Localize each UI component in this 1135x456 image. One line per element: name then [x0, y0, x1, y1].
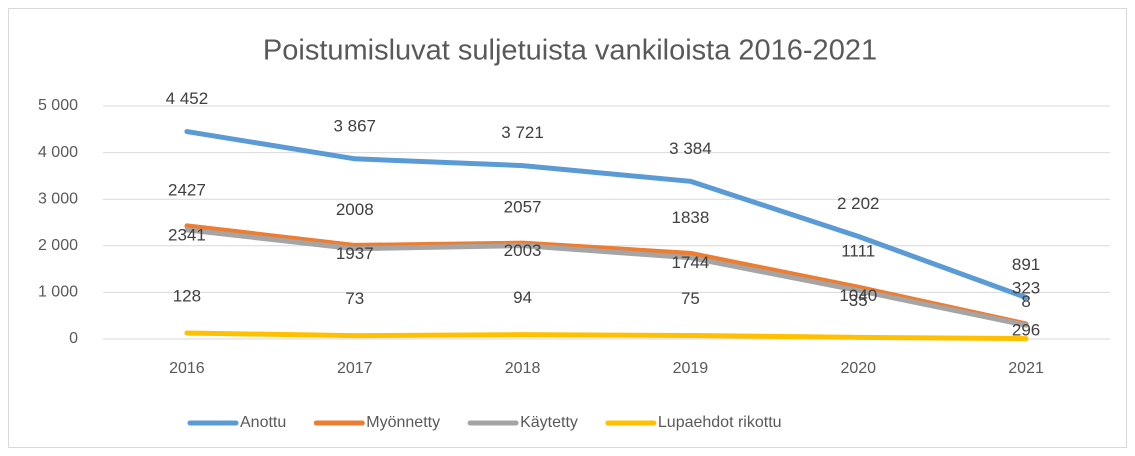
- data-label: 2003: [504, 241, 542, 260]
- x-tick-label: 2016: [169, 360, 205, 377]
- data-label: 1040: [839, 286, 877, 305]
- y-tick-label: 2 000: [38, 237, 78, 254]
- data-label: 1111: [841, 242, 875, 261]
- data-label: 73: [345, 289, 364, 308]
- legend-label: Anottu: [240, 414, 286, 431]
- data-label: 1937: [336, 244, 374, 263]
- data-label: 75: [681, 289, 700, 308]
- y-tick-label: 5 000: [38, 97, 78, 114]
- y-tick-label: 3 000: [38, 190, 78, 207]
- data-label: 2008: [336, 200, 374, 219]
- series-line: [184, 330, 1029, 342]
- x-tick-label: 2020: [840, 360, 876, 377]
- data-label: 2 202: [837, 194, 880, 213]
- data-label: 35: [849, 291, 868, 310]
- x-tick-label: 2021: [1008, 360, 1044, 377]
- series-line: [184, 129, 1029, 300]
- data-label: 2057: [504, 198, 542, 217]
- data-label: 8: [1021, 292, 1030, 311]
- x-tick-label: 2019: [673, 360, 709, 377]
- data-label: 1838: [672, 208, 710, 227]
- data-label: 3 721: [501, 123, 544, 142]
- data-label: 296: [1012, 321, 1040, 340]
- legend-label: Myönnetty: [366, 414, 440, 431]
- series-line: [184, 227, 1029, 328]
- x-tick-label: 2018: [505, 360, 541, 377]
- data-label: 1744: [672, 253, 710, 272]
- data-label: 128: [173, 287, 201, 306]
- y-tick-label: 1 000: [38, 284, 78, 301]
- data-label: 891: [1012, 255, 1040, 274]
- y-tick-label: 4 000: [38, 144, 78, 161]
- data-label: 4 452: [166, 89, 209, 108]
- data-label: 3 384: [669, 139, 712, 158]
- chart-title: Poistumisluvat suljetuista vankiloista 2…: [263, 35, 877, 67]
- data-label: 323: [1012, 278, 1040, 297]
- series-line: [184, 223, 1029, 327]
- data-label: 3 867: [333, 116, 376, 135]
- x-tick-label: 2017: [337, 360, 373, 377]
- data-label: 2427: [168, 180, 206, 199]
- data-label: 94: [513, 288, 532, 307]
- legend-label: Käytetty: [520, 414, 578, 431]
- data-label: 2341: [168, 225, 206, 244]
- y-tick-label: 0: [69, 330, 78, 347]
- legend-label: Lupaehdot rikottu: [658, 414, 782, 431]
